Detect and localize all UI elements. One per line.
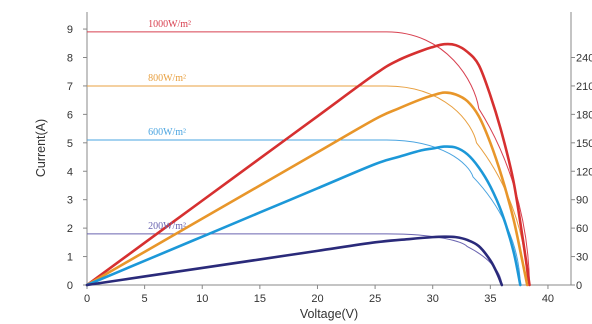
left-y-tick-label: 7	[67, 81, 73, 93]
right-y-tick-label: 30	[576, 252, 588, 264]
left-y-tick-label: 1	[67, 252, 73, 264]
pv-curve	[85, 42, 531, 287]
x-axis-title: Voltage(V)	[300, 307, 358, 321]
right-y-tick-label: 0	[576, 280, 582, 292]
y-axis-title: Current(A)	[34, 119, 48, 177]
x-tick-label: 25	[369, 293, 381, 305]
right-y-tick-label: 240	[576, 53, 592, 65]
right-y-tick-label: 120	[576, 166, 592, 178]
x-tick-label: 0	[84, 293, 90, 305]
right-y-tick-label: 90	[576, 195, 588, 207]
pv-curve	[85, 145, 522, 287]
x-tick-label: 5	[142, 293, 148, 305]
iv-curve	[87, 31, 531, 286]
x-tick-label: 10	[196, 293, 208, 305]
left-y-tick-label: 0	[67, 280, 73, 292]
irradiance-label: 600W/m²	[148, 127, 186, 138]
irradiance-label: 200W/m²	[148, 221, 186, 232]
right-y-tick-label: 180	[576, 109, 592, 121]
iv-curve	[87, 139, 521, 286]
left-y-tick-label: 8	[67, 53, 73, 65]
pv-curves-layer	[85, 42, 531, 287]
right-y-tick-label: 210	[576, 81, 592, 93]
x-tick-label: 20	[311, 293, 323, 305]
x-tick-label: 40	[542, 293, 554, 305]
left-y-tick-label: 4	[67, 166, 73, 178]
left-y-tick-label: 5	[67, 138, 73, 150]
right-y-tick-label: 60	[576, 223, 588, 235]
left-y-tick-label: 2	[67, 223, 73, 235]
irradiance-label: 800W/m²	[148, 73, 186, 84]
irradiance-label: 1000W/m²	[148, 19, 191, 30]
x-tick-label: 15	[254, 293, 266, 305]
right-y-tick-label: 150	[576, 138, 592, 150]
pv-curve	[85, 91, 529, 287]
x-tick-label: 30	[427, 293, 439, 305]
irradiance-labels-layer: 1000W/m² 800W/m² 600W/m² 200W/m²	[148, 19, 191, 232]
ticks-layer: 0 5 10 15 20 25 30 35 40012345678903060901201501…	[67, 24, 592, 305]
pv-curve	[85, 235, 504, 287]
left-y-tick-label: 6	[67, 109, 73, 121]
iv-curve	[87, 85, 528, 286]
left-y-tick-label: 9	[67, 24, 73, 36]
x-tick-label: 35	[484, 293, 496, 305]
left-y-tick-label: 3	[67, 195, 73, 207]
